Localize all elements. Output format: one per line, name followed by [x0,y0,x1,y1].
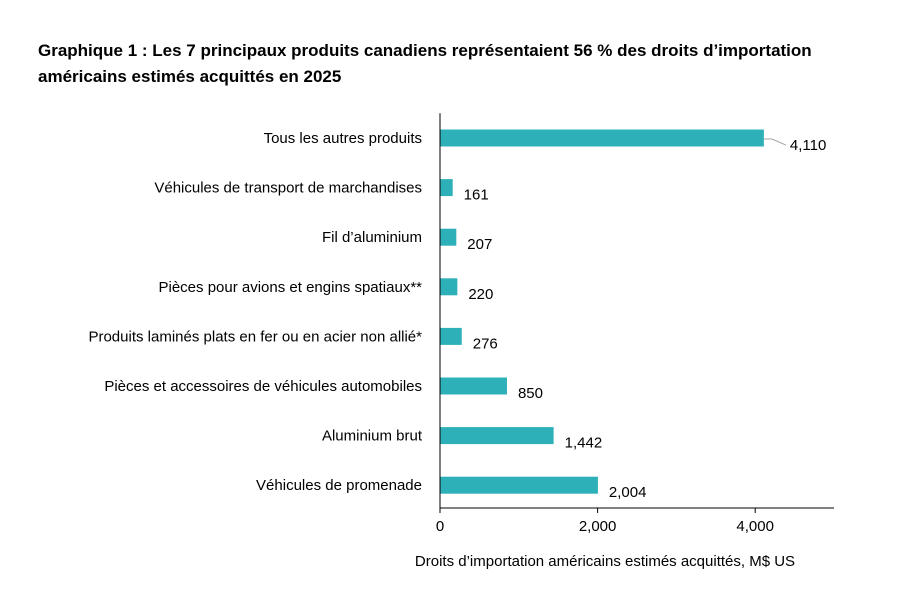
leader-line [763,138,787,146]
category-label: Véhicules de transport de marchandises [154,180,422,197]
category-label: Produits laminés plats en fer ou en acie… [88,328,422,345]
category-label: Pièces pour avions et engins spatiaux** [159,279,423,296]
bar [440,179,453,197]
data-label: 161 [464,187,489,204]
chart-title: Graphique 1 : Les 7 principaux produits … [38,41,812,86]
x-axis-title: Droits d’importation américains estimés … [415,553,795,570]
category-label: Véhicules de promenade [256,477,422,494]
data-label: 4,110 [790,137,826,154]
category-label: Aluminium brut [322,428,423,445]
category-label: Fil d’aluminium [322,229,422,246]
bar [440,228,457,246]
bar [440,377,507,395]
category-label: Pièces et accessoires de véhicules autom… [104,378,422,395]
data-label: 276 [473,335,498,352]
bar [440,327,462,345]
x-tick-label: 0 [436,518,444,535]
bar [440,129,764,147]
x-tick-label: 2,000 [579,518,617,535]
category-label: Tous les autres produits [264,130,422,147]
bar [440,278,458,296]
data-label: 220 [468,286,493,303]
data-label: 2,004 [609,484,647,501]
bar [440,476,598,494]
bar [440,427,554,445]
data-label: 1,442 [565,435,603,452]
data-label: 207 [467,236,492,253]
x-tick-label: 4,000 [736,518,774,535]
data-label: 850 [518,385,543,402]
